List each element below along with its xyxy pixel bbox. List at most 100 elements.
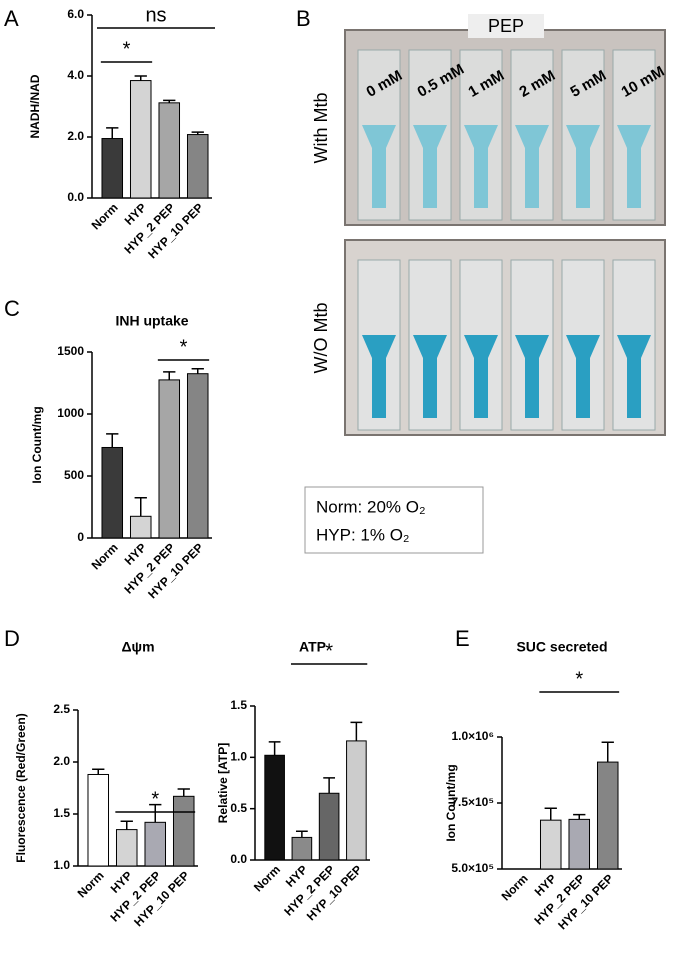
row-label: With Mtb [311,92,331,163]
chart-title: INH uptake [115,313,188,329]
cuvette-liquid [413,335,447,418]
bar [115,829,138,867]
error-bar [295,830,308,838]
error-bar [177,788,190,797]
bar [158,379,181,539]
error-bar [191,367,204,374]
photo-title: PEP [488,16,524,36]
y-tick-label: 2.5 [53,702,70,716]
cuvette-liquid [362,125,396,208]
error-bar [106,127,119,139]
chart-title: Δψm [121,639,154,655]
y-tick-label: 1.5 [230,698,247,712]
bar [186,134,209,199]
chart-title: SUC secreted [516,639,607,655]
bar [101,138,124,199]
error-bar [106,433,119,448]
y-axis-label: Ion Count/mg [30,406,44,483]
cuvette-liquid [515,335,549,418]
chart-title: ATP [299,639,326,655]
error-bar [350,721,363,741]
bar [596,761,619,870]
y-tick-label: 1.5 [53,806,70,820]
legend-text: Norm: 20% O₂ [316,497,426,516]
cuvette-liquid [362,335,396,418]
error-bar [573,813,586,820]
y-tick-label: 1.0×10⁶ [451,729,494,743]
photo-title-box [468,14,544,38]
cuvette-liquid [515,125,549,208]
cuvette-liquid [464,125,498,208]
x-tick-label: Norm [89,540,121,572]
bar [186,373,209,539]
panel-label: D [4,626,20,651]
significance-label: * [123,38,131,60]
bar [318,792,340,861]
bar [129,80,152,199]
y-tick-label: 1500 [57,344,84,358]
y-axis-label: Ion Count/mg [444,764,458,841]
cuvette-liquid [566,335,600,418]
x-tick-label: Norm [89,200,121,232]
y-tick-label: 2.0 [67,129,84,143]
y-axis-label: Relative [ATP] [216,743,230,823]
error-bar [149,803,162,823]
y-tick-label: 0 [77,530,84,544]
y-tick-label: 0.0 [230,852,247,866]
y-tick-label: 2.0 [53,754,70,768]
legend-box [304,486,484,554]
bar [144,821,167,867]
error-bar [92,768,105,775]
panel-label: B [296,6,311,31]
y-tick-label: 7.5×10⁵ [451,795,494,809]
bar [172,795,195,867]
bar [291,836,313,861]
bar [346,740,367,861]
cuvette-liquid [464,335,498,418]
significance-label: * [575,668,583,690]
error-bar [268,741,281,756]
bar [264,754,285,861]
y-tick-label: 1000 [57,406,84,420]
error-bar [323,777,336,794]
y-tick-label: 6.0 [67,7,84,21]
bar [129,515,152,539]
cuvette-liquid [566,125,600,208]
y-axis-label: Fluorescence (Red/Green) [14,713,28,862]
error-bar [163,371,176,380]
x-tick-label: Norm [75,868,107,900]
significance-label: * [151,788,159,810]
panel-label: E [455,626,470,651]
bar [539,819,562,870]
error-bar [120,820,133,830]
y-axis-label: NADH/NAD [28,74,42,138]
x-tick-label: Norm [251,862,283,894]
legend-text: HYP: 1% O₂ [316,525,410,544]
bar [87,773,110,867]
significance-label: * [180,336,188,358]
error-bar [134,496,147,517]
y-tick-label: 1.0 [53,858,70,872]
bar [101,446,124,539]
row-label: W/O Mtb [311,303,331,374]
y-tick-label: 5.0×10⁵ [451,861,494,875]
x-tick-label: Norm [499,871,531,903]
cuvette-liquid [617,125,651,208]
panel-label: A [4,6,19,31]
panel-label: C [4,296,20,321]
significance-label: * [325,640,333,662]
y-tick-label: 1.0 [230,750,247,764]
y-tick-label: 500 [64,468,84,482]
bar [568,818,591,870]
error-bar [544,807,557,821]
error-bar [134,75,147,81]
y-tick-label: 4.0 [67,68,84,82]
y-tick-label: 0.0 [67,190,84,204]
cuvette-liquid [413,125,447,208]
cuvette-liquid [617,335,651,418]
significance-label: ns [145,4,166,26]
y-tick-label: 0.5 [230,801,247,815]
bar [158,102,181,199]
